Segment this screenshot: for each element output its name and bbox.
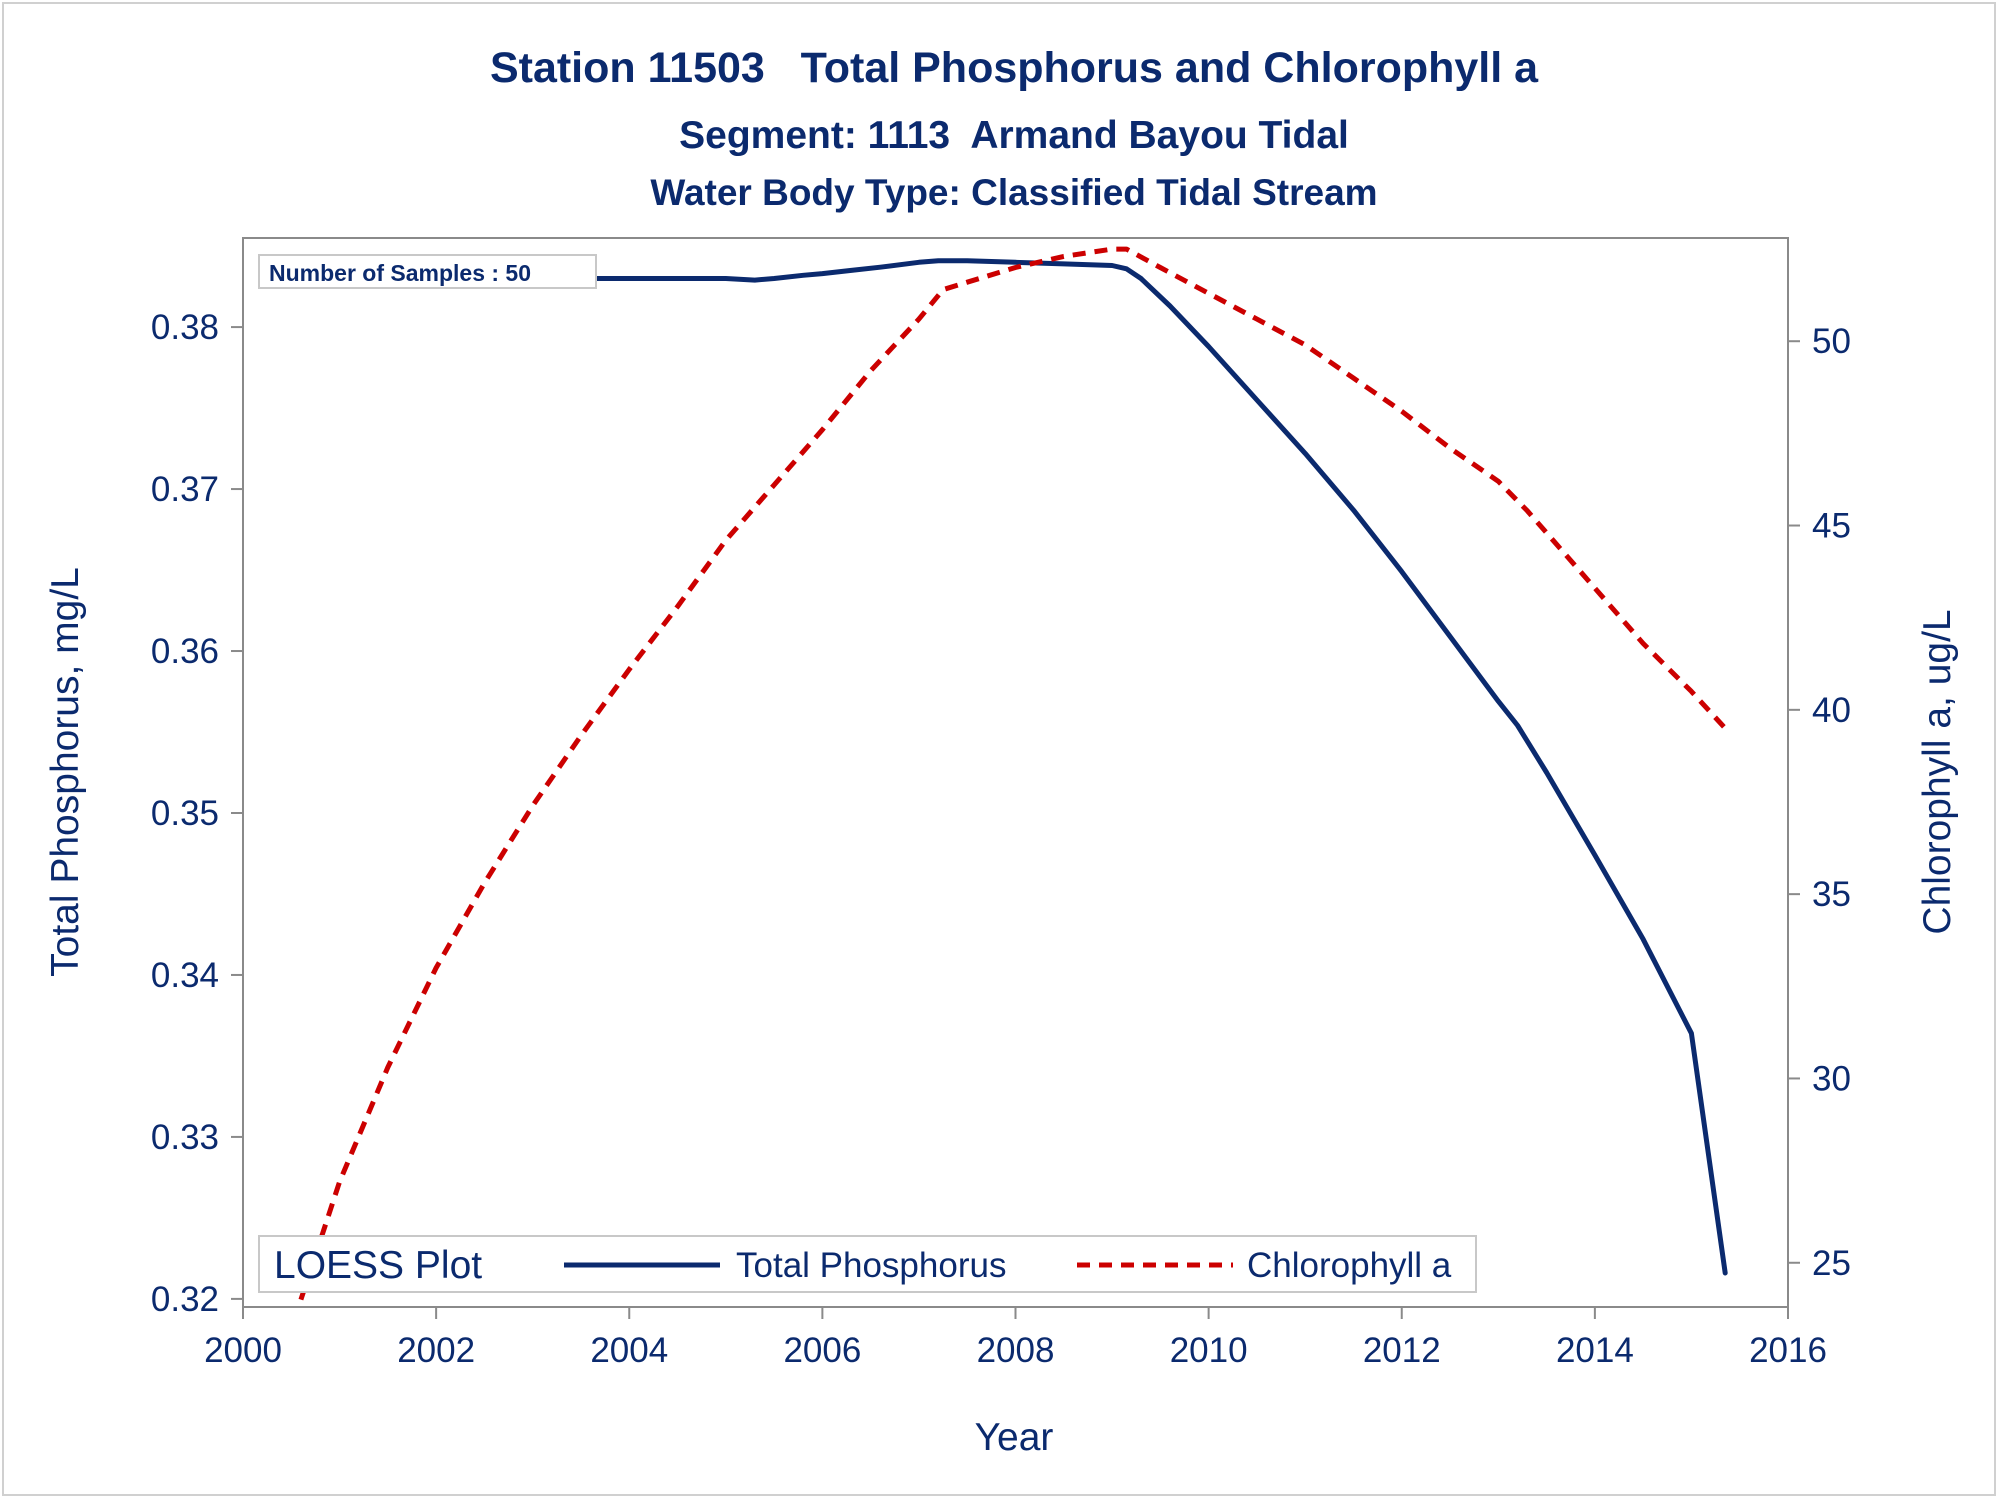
y-tick-label: 0.38 xyxy=(151,308,219,347)
y-axis-label: Total Phosphorus, mg/L xyxy=(44,567,87,977)
series-layer xyxy=(298,246,1728,1301)
legend-title: LOESS Plot xyxy=(274,1244,482,1287)
chart-title: Station 11503 Total Phosphorus and Chlor… xyxy=(490,44,1539,92)
y2-tick-label: 50 xyxy=(1812,322,1851,361)
x-tick-label: 2016 xyxy=(1749,1331,1827,1370)
y-tick-label: 0.35 xyxy=(151,794,219,833)
series-line-total-phosphorus xyxy=(298,258,1728,1276)
legend-label-chlorophyll-a: Chlorophyll a xyxy=(1247,1246,1452,1285)
legend: LOESS Plot Total Phosphorus Chlorophyll … xyxy=(258,1235,1477,1293)
x-tick-label: 2000 xyxy=(204,1331,282,1370)
x-tick-label: 2004 xyxy=(590,1331,668,1370)
x-tick-label: 2012 xyxy=(1363,1331,1441,1370)
y2-tick-label: 35 xyxy=(1812,875,1851,914)
sample-count-frame xyxy=(258,254,597,289)
x-tick-label: 2014 xyxy=(1556,1331,1634,1370)
x-tick-label: 2002 xyxy=(397,1331,475,1370)
y2-tick-label: 40 xyxy=(1812,691,1851,730)
y-tick-label: 0.34 xyxy=(151,956,219,995)
y2-tick-label: 25 xyxy=(1812,1244,1851,1283)
y-tick-label: 0.33 xyxy=(151,1118,219,1157)
x-tick-label: 2006 xyxy=(783,1331,861,1370)
chart-subtitle: Segment: 1113 Armand Bayou Tidal xyxy=(679,114,1349,157)
y-axis-right: 25 30 35 40 45 50 xyxy=(1788,322,1851,1283)
legend-label-total-phosphorus: Total Phosphorus xyxy=(736,1246,1006,1285)
y2-axis-label: Chlorophyll a, ug/L xyxy=(1916,609,1959,934)
plot-area xyxy=(242,237,1789,1308)
legend-frame xyxy=(258,1235,1477,1293)
y2-tick-label: 30 xyxy=(1812,1059,1851,1098)
x-axis-label: Year xyxy=(975,1416,1054,1459)
x-tick-label: 2010 xyxy=(1170,1331,1248,1370)
y-tick-label: 0.37 xyxy=(151,470,219,509)
y2-tick-label: 45 xyxy=(1812,507,1851,546)
y-axis-left: 0.32 0.33 0.34 0.35 0.36 0.37 0.38 xyxy=(151,308,243,1319)
series-line-chlorophyll-a xyxy=(298,246,1728,1301)
x-axis: 2000 2002 2004 2006 2008 2010 2012 2014 2016 xyxy=(204,1307,1827,1370)
sample-count-label: Number of Samples : 50 xyxy=(269,260,531,286)
y-tick-label: 0.32 xyxy=(151,1280,219,1319)
sample-count-box: Number of Samples : 50 xyxy=(258,254,597,289)
x-tick-label: 2008 xyxy=(977,1331,1055,1370)
chart-subtitle-2: Water Body Type: Classified Tidal Stream xyxy=(650,172,1377,213)
y-tick-label: 0.36 xyxy=(151,632,219,671)
